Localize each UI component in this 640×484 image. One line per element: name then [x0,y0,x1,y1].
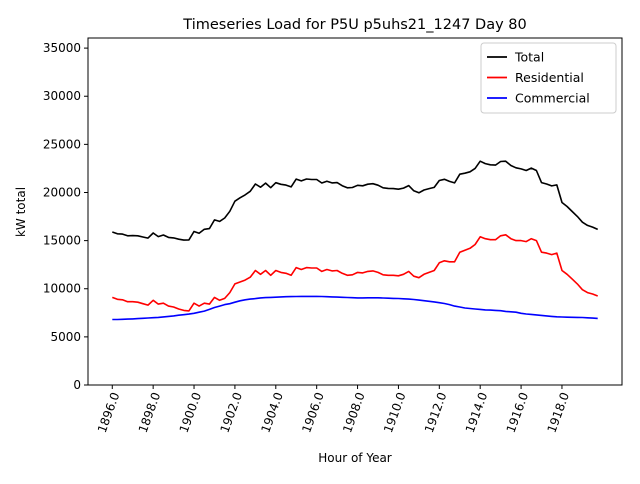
y-tick-label: 0 [73,378,81,392]
series-line-commercial [112,295,598,321]
legend-label-commercial: Commercial [515,91,590,106]
y-tick-label: 15000 [43,234,81,248]
y-tick-label: 30000 [43,89,81,103]
axes-frame [87,37,623,386]
x-axis-label: Hour of Year [318,451,392,465]
legend-label-residential: Residential [515,70,584,85]
series-line-residential [112,234,598,312]
legend: Total Residential Commercial [480,42,617,114]
y-ticks: 0 5000 10000 15000 20000 25000 30000 35000 [43,41,88,392]
y-tick-label: 20000 [43,185,81,199]
legend-label-total: Total [514,50,544,65]
y-tick-label: 25000 [43,137,81,151]
y-axis-label: kW total [14,187,28,237]
y-tick-label: 5000 [50,330,81,344]
chart-title: Timeseries Load for P5U p5uhs21_1247 Day… [182,17,526,33]
series-line-total [112,160,599,241]
y-tick-label: 10000 [43,282,81,296]
plot-lines [112,160,599,321]
legend-box [480,42,617,114]
y-tick-label: 35000 [43,41,81,55]
